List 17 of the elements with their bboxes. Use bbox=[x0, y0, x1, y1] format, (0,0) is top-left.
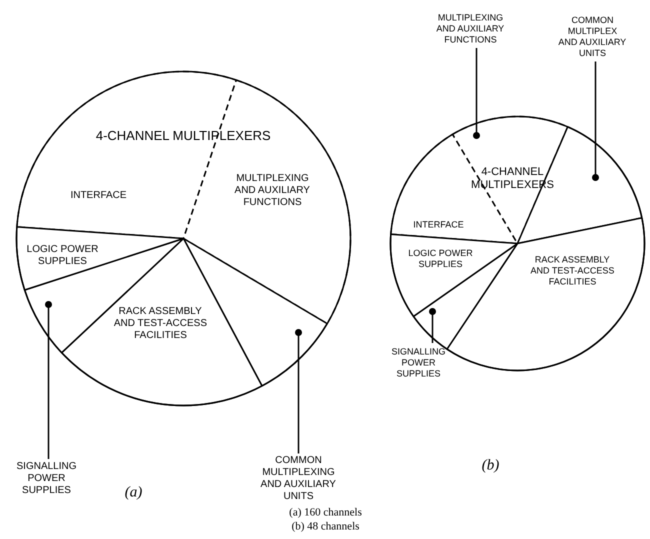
slice-label: INTERFACE bbox=[70, 190, 127, 201]
text: (b) 48 channels bbox=[292, 520, 360, 532]
slice-label: LOGIC POWER SUPPLIES bbox=[408, 248, 474, 269]
text: (a) 160 channels bbox=[289, 506, 362, 518]
text: 4-CHANNEL MULTIPLEXERS bbox=[96, 128, 271, 143]
slice-label: COMMON MULTIPLEXING AND AUXILIARY UNITS bbox=[260, 454, 336, 502]
slice-label: SIGNALLING POWER SUPPLIES bbox=[16, 460, 77, 496]
slice-label: RACK ASSEMBLY AND TEST-ACCESS FACILITIES bbox=[530, 254, 614, 286]
text: (a) bbox=[124, 484, 142, 500]
slice-label: LOGIC POWER SUPPLIES bbox=[26, 244, 98, 268]
slice-label: RACK ASSEMBLY AND TEST-ACCESS FACILITIES bbox=[114, 306, 208, 342]
slice-label: SIGNALLING POWER SUPPLIES bbox=[391, 346, 446, 378]
text: (b) bbox=[482, 458, 500, 474]
slice-label: COMMON MULTIPLEX AND AUXILIARY UNITS bbox=[558, 15, 626, 58]
slice-label: MULTIPLEXING AND AUXILIARY FUNCTIONS bbox=[436, 12, 504, 44]
slice-label: INTERFACE bbox=[413, 220, 464, 230]
slice-label: MULTIPLEXING AND AUXILIARY FUNCTIONS bbox=[234, 172, 310, 208]
